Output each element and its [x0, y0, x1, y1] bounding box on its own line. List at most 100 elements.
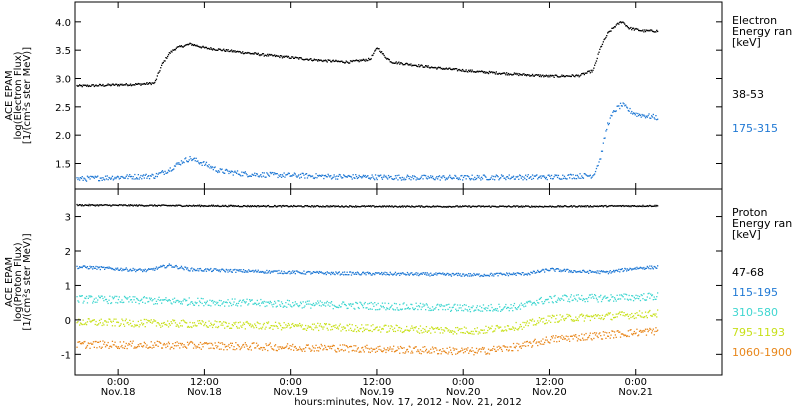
data-point: [506, 273, 509, 275]
data-point: [468, 352, 470, 354]
data-point: [279, 323, 281, 325]
data-point: [418, 205, 421, 207]
data-point: [330, 178, 333, 180]
data-point: [347, 307, 349, 309]
data-point: [368, 272, 371, 274]
data-point: [607, 31, 610, 33]
data-point: [210, 47, 212, 49]
data-point: [548, 206, 550, 208]
y-tick-label: -1: [61, 350, 71, 361]
data-point: [262, 175, 265, 177]
data-point: [366, 60, 368, 62]
data-point: [249, 53, 252, 55]
data-point: [174, 165, 177, 167]
data-point: [225, 345, 227, 347]
data-point: [536, 341, 538, 343]
data-point: [462, 332, 465, 334]
data-point: [455, 273, 457, 275]
data-point: [267, 301, 270, 303]
data-point: [607, 271, 609, 273]
data-point: [481, 329, 483, 331]
data-point: [273, 325, 275, 327]
data-point: [108, 266, 110, 268]
data-point: [91, 266, 93, 268]
data-point: [217, 269, 219, 271]
data-point: [172, 266, 174, 268]
data-point: [94, 340, 96, 343]
data-point: [600, 294, 602, 296]
data-point: [607, 335, 610, 337]
data-point: [611, 296, 613, 298]
data-point: [592, 315, 594, 318]
data-point: [571, 206, 573, 208]
data-point: [385, 324, 387, 327]
data-point: [598, 317, 600, 319]
data-point: [350, 329, 353, 332]
data-point: [598, 296, 600, 298]
data-point: [457, 351, 459, 353]
data-point: [582, 72, 584, 75]
data-point: [362, 58, 365, 60]
data-point: [538, 298, 541, 300]
data-point: [458, 307, 460, 309]
data-point: [414, 176, 416, 178]
data-point: [648, 292, 650, 294]
data-point: [649, 204, 651, 207]
data-point: [609, 117, 611, 119]
data-point: [142, 83, 144, 85]
data-point: [559, 269, 561, 271]
data-point: [600, 46, 602, 48]
data-point: [235, 205, 237, 207]
data-point: [105, 321, 108, 323]
data-point: [608, 271, 610, 273]
data-point: [241, 301, 243, 303]
data-point: [375, 48, 378, 50]
data-point: [387, 206, 390, 208]
data-point: [317, 347, 319, 349]
data-point: [165, 172, 167, 174]
data-point: [436, 349, 438, 351]
data-point: [593, 297, 595, 299]
data-point: [563, 177, 565, 180]
data-point: [482, 348, 485, 350]
data-point: [216, 49, 218, 51]
data-point: [424, 174, 426, 177]
data-point: [411, 350, 413, 352]
data-point: [599, 205, 601, 207]
data-point: [597, 53, 599, 55]
data-point: [239, 51, 241, 53]
data-point: [331, 177, 334, 179]
data-point: [438, 67, 441, 69]
data-point: [396, 307, 398, 309]
data-point: [585, 271, 587, 273]
data-point: [248, 175, 250, 177]
data-point: [631, 269, 633, 271]
data-point: [449, 174, 451, 176]
data-point: [385, 274, 387, 276]
data-point: [422, 346, 424, 348]
data-point: [490, 349, 492, 351]
data-point: [644, 299, 646, 301]
data-point: [238, 269, 240, 271]
data-point: [123, 301, 125, 303]
data-point: [575, 174, 577, 177]
data-point: [186, 299, 188, 302]
data-point: [231, 271, 233, 273]
data-point: [132, 84, 134, 86]
data-point: [107, 321, 109, 323]
data-point: [95, 204, 97, 206]
data-point: [520, 74, 522, 76]
data-point: [408, 178, 410, 180]
data-point: [529, 206, 531, 208]
data-point: [349, 205, 351, 207]
data-point: [210, 165, 212, 168]
data-point: [601, 43, 604, 45]
data-point: [540, 177, 542, 179]
data-point: [367, 205, 369, 207]
data-point: [343, 206, 345, 208]
data-point: [621, 21, 623, 23]
data-point: [180, 267, 182, 269]
data-point: [102, 322, 104, 324]
data-point: [92, 176, 95, 178]
data-point: [650, 205, 652, 207]
